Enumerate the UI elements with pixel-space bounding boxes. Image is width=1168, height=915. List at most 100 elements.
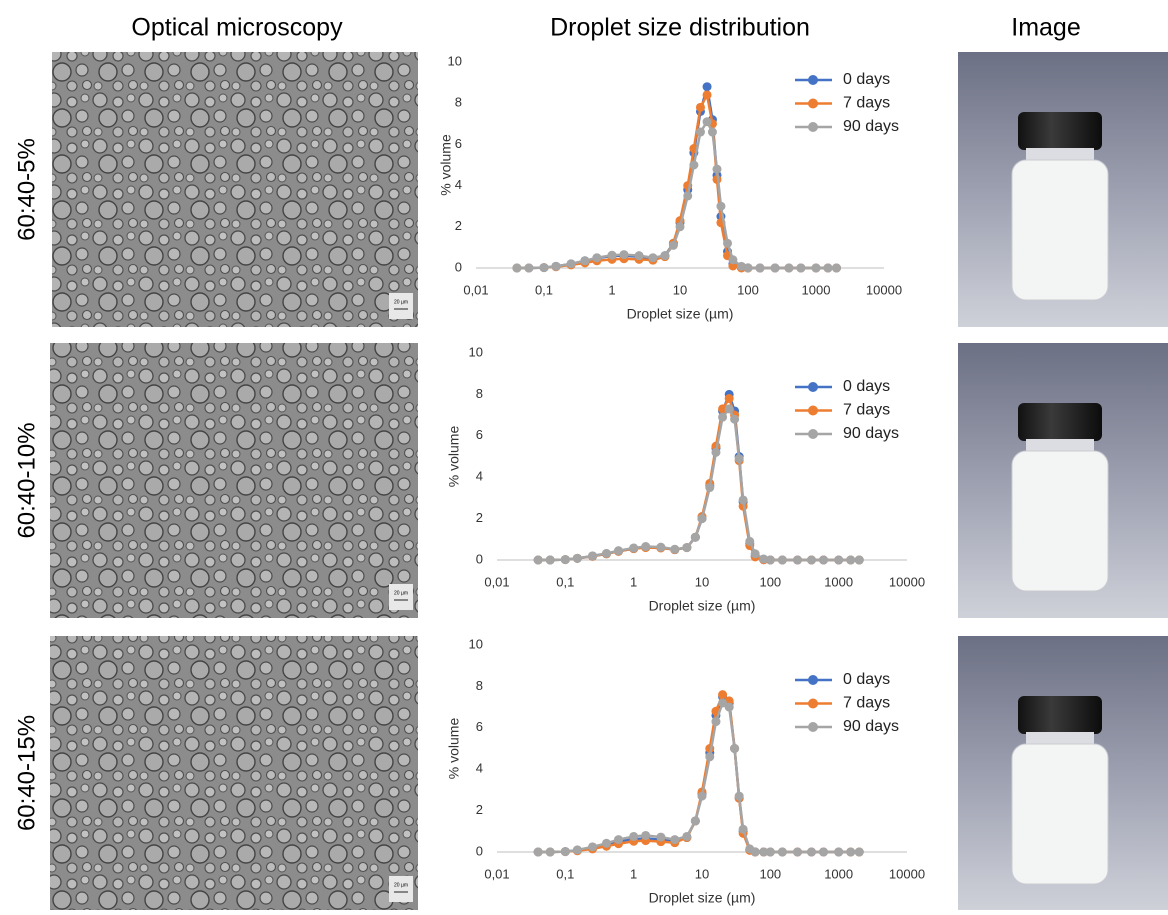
data-point (572, 553, 582, 563)
jar-lid (1018, 403, 1102, 441)
x-tick-label: 100 (737, 282, 759, 297)
data-point (607, 250, 617, 260)
data-point (759, 554, 769, 564)
microscopy-image (52, 52, 418, 327)
scale-bar-label: 20 µm (394, 299, 408, 305)
data-point (619, 250, 629, 260)
data-point (614, 546, 624, 556)
data-point (738, 495, 748, 505)
data-point (641, 542, 651, 552)
data-point (716, 201, 726, 211)
data-point (718, 698, 728, 708)
data-point (656, 832, 666, 842)
column-header: Optical microscopy (131, 14, 343, 42)
data-point (566, 259, 576, 269)
legend-label: 0 days (843, 671, 890, 688)
legend-marker (808, 405, 818, 416)
data-point (834, 847, 844, 857)
x-tick-label: 0,1 (535, 282, 553, 297)
y-tick-label: 4 (476, 469, 483, 484)
data-point (533, 847, 543, 857)
x-tick-label: 10000 (889, 574, 925, 589)
data-point (806, 847, 816, 857)
data-point (718, 690, 728, 700)
data-point (759, 847, 769, 857)
legend-marker (808, 698, 818, 709)
data-point (702, 82, 712, 92)
legend-marker (808, 122, 818, 132)
data-point (539, 263, 549, 273)
data-point (648, 253, 658, 263)
data-point (690, 816, 700, 826)
legend-marker (808, 675, 818, 685)
legend-marker (808, 98, 818, 109)
row-label: 60:40-5% (13, 138, 40, 241)
legend-marker (808, 75, 818, 85)
data-point (819, 847, 829, 857)
data-point (588, 551, 598, 561)
data-point (724, 702, 734, 712)
y-tick-label: 0 (455, 259, 462, 274)
x-tick-label: 1000 (802, 282, 831, 297)
y-tick-label: 0 (476, 551, 483, 566)
jar-body (1011, 159, 1109, 301)
data-point (695, 102, 705, 112)
x-tick-label: 0,01 (484, 866, 509, 881)
y-tick-label: 2 (455, 218, 462, 233)
data-point (728, 255, 738, 265)
data-point (770, 263, 780, 273)
jar-body (1011, 450, 1109, 592)
data-point (834, 555, 844, 565)
x-tick-label: 1000 (824, 866, 853, 881)
data-point (660, 251, 670, 261)
data-point (512, 263, 522, 273)
legend-marker (808, 429, 818, 439)
data-point (592, 253, 602, 263)
data-point (560, 847, 570, 857)
data-point (707, 127, 717, 137)
legend-label: 90 days (843, 718, 899, 735)
jar-lid (1018, 696, 1102, 734)
legend-label: 7 days (843, 95, 890, 112)
legend-label: 90 days (843, 425, 899, 442)
x-tick-label: 1 (630, 574, 637, 589)
data-point (796, 263, 806, 273)
data-point (689, 160, 699, 170)
microscopy-image (50, 636, 418, 910)
data-point (723, 238, 733, 248)
x-tick-label: 10000 (889, 866, 925, 881)
y-axis-label: % volume (446, 718, 462, 780)
data-point (750, 847, 760, 857)
data-point (682, 543, 692, 553)
data-point (730, 744, 740, 753)
row-label: 60:40-10% (13, 422, 40, 538)
column-header: Image (1011, 14, 1080, 42)
data-point (724, 394, 734, 404)
data-point (705, 752, 715, 762)
legend-label: 7 days (843, 402, 890, 419)
y-tick-label: 8 (476, 678, 483, 693)
scale-bar-box (389, 876, 413, 902)
data-point (793, 847, 803, 857)
x-tick-label: 10 (695, 866, 709, 881)
microscopy-image (50, 343, 418, 618)
row-label: 60:40-15% (13, 715, 40, 831)
x-tick-label: 10 (673, 282, 687, 297)
y-tick-label: 0 (476, 843, 483, 858)
data-point (588, 842, 598, 852)
data-point (572, 845, 582, 855)
x-tick-label: 1 (630, 866, 637, 881)
data-point (545, 847, 555, 857)
data-point (614, 835, 624, 845)
scale-bar-label: 20 µm (394, 882, 408, 888)
data-point (629, 831, 639, 841)
x-tick-label: 0,01 (484, 574, 509, 589)
data-point (846, 555, 856, 565)
x-axis-label: Droplet size (µm) (627, 306, 734, 322)
data-point (724, 404, 734, 414)
data-point (846, 847, 856, 857)
legend-marker (808, 382, 818, 392)
data-point (682, 831, 692, 841)
data-point (675, 222, 685, 232)
